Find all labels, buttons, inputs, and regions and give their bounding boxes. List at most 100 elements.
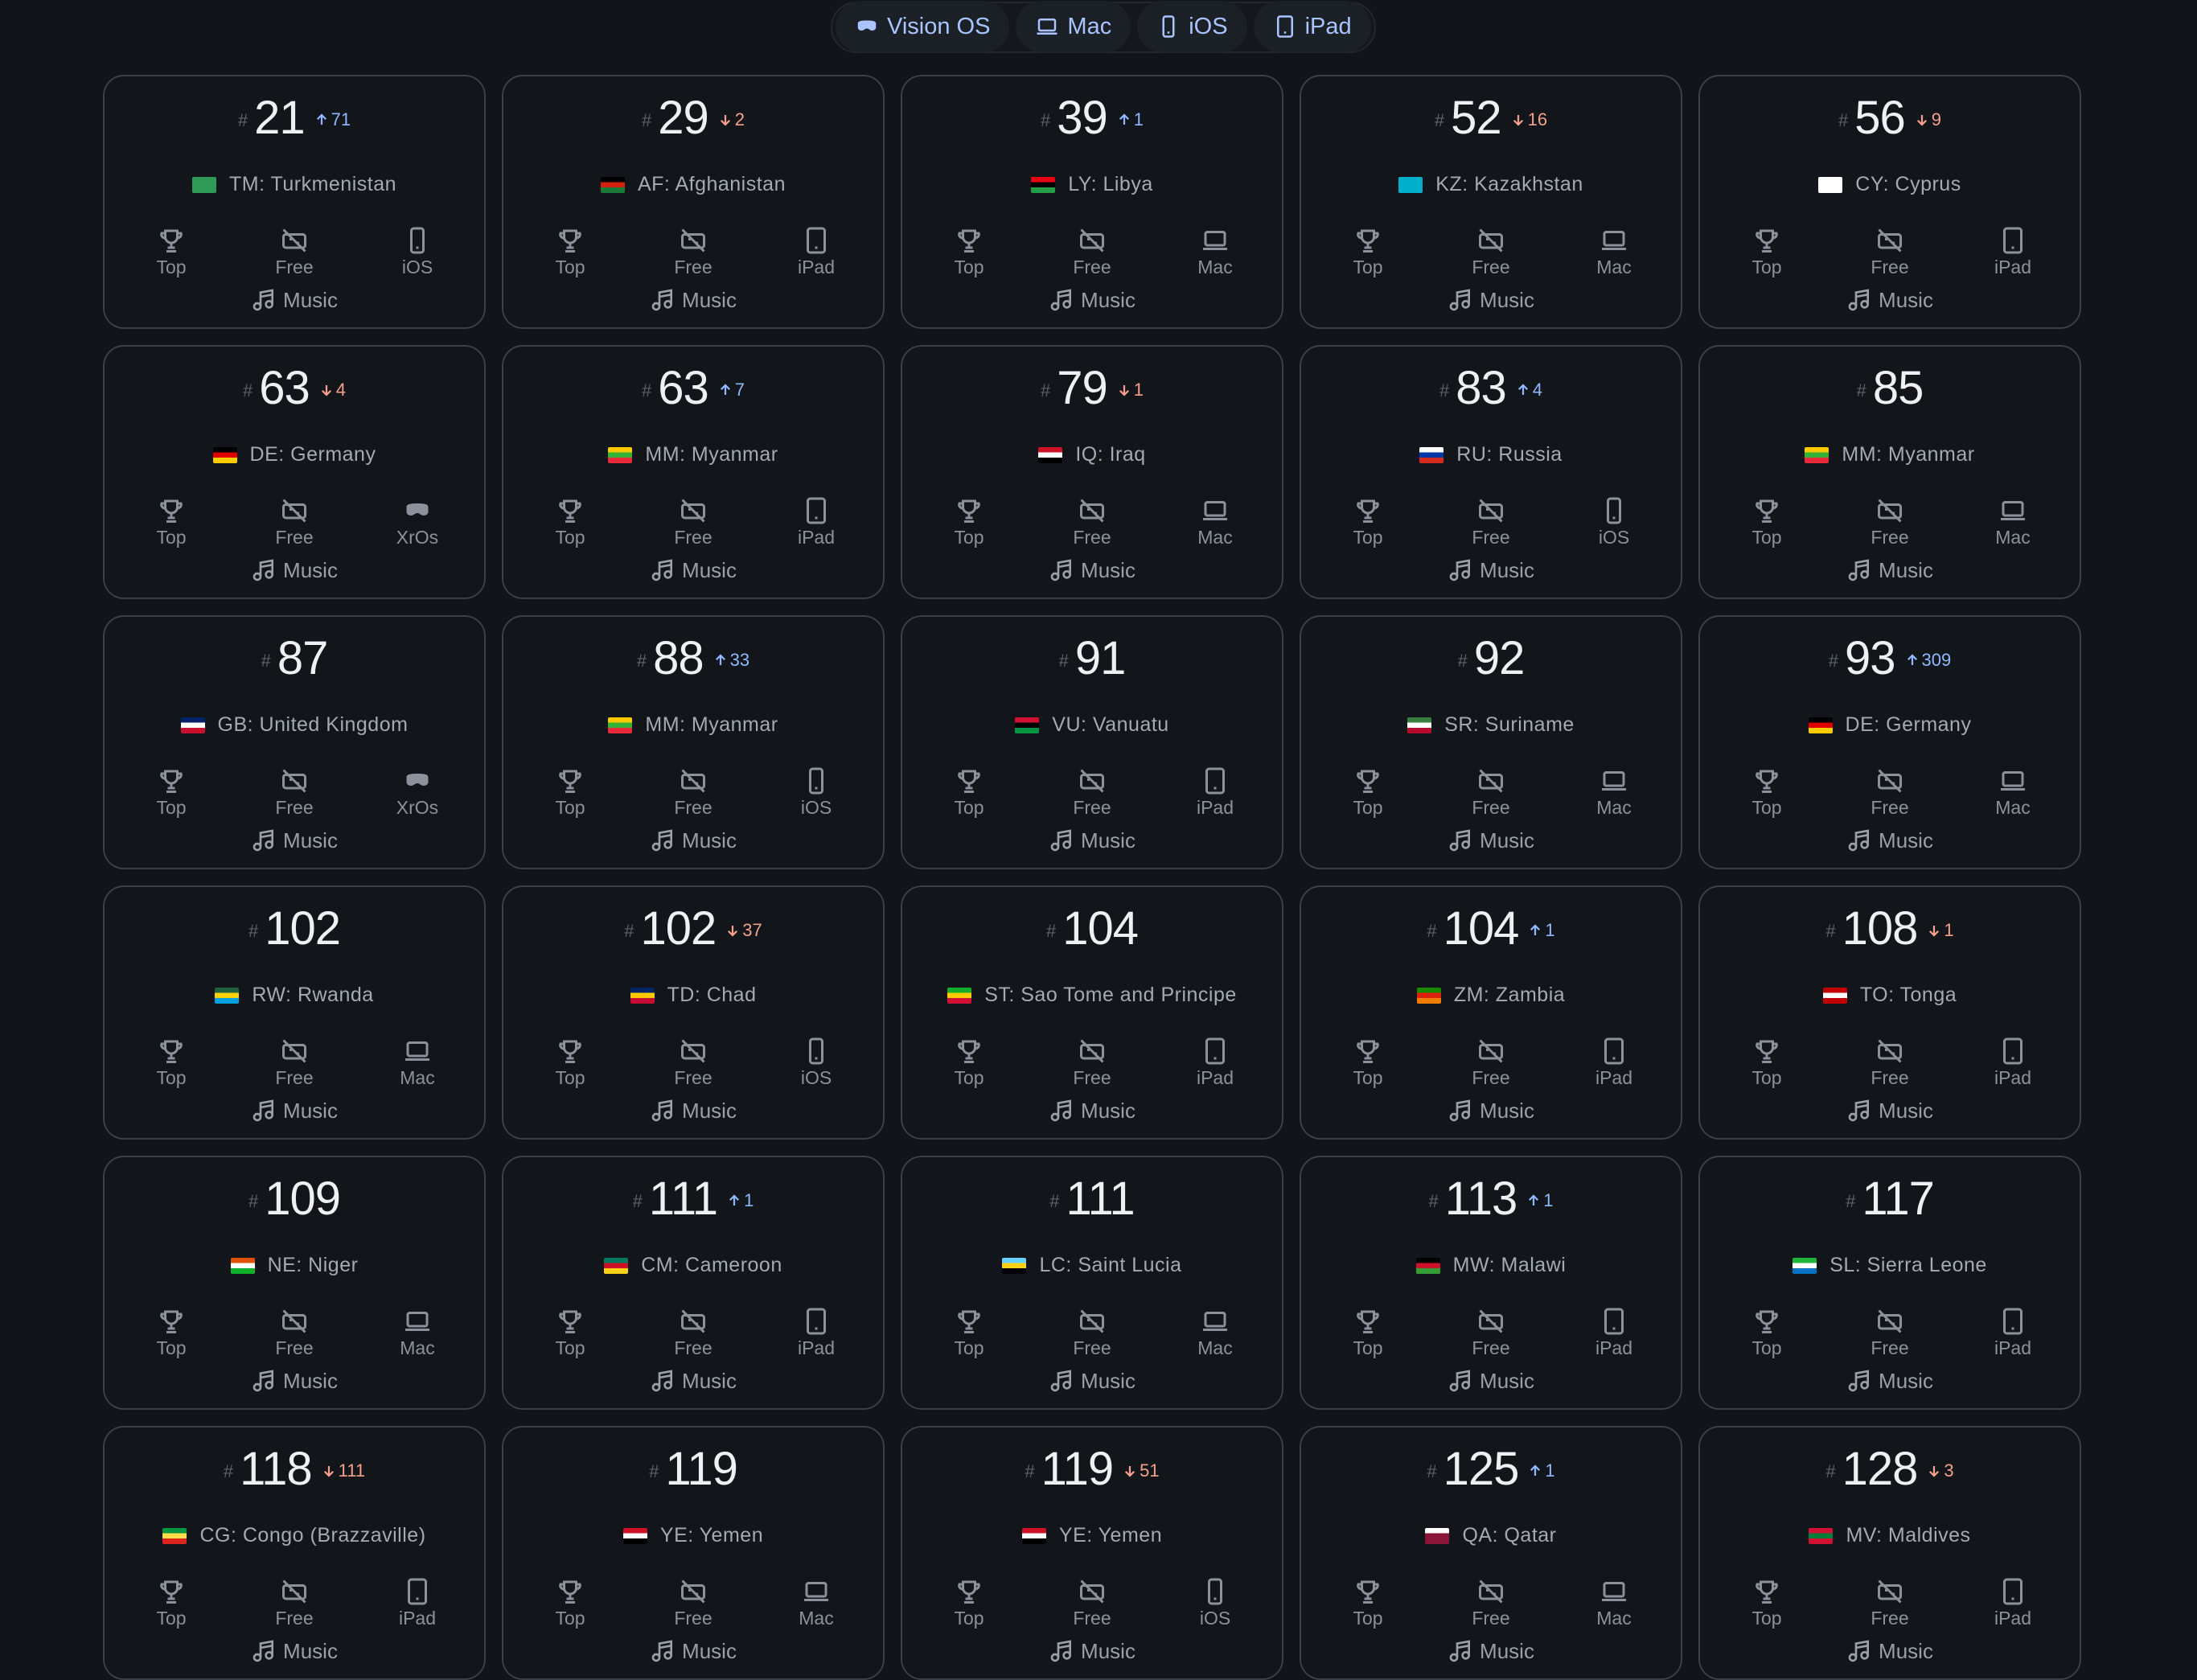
rank-change-value: 1 [1133, 109, 1144, 129]
ranking-card[interactable]: #109 NE: Niger Top Free Mac Music [103, 1156, 486, 1410]
music-icon [251, 828, 277, 853]
rank-change: 9 [1915, 109, 1941, 130]
rank-change-value: 309 [1921, 649, 1952, 670]
ranking-card[interactable]: #87 GB: United Kingdom Top Free XrOs Music [103, 615, 486, 869]
laptop-icon [403, 1307, 432, 1337]
top-chart-badge: Top [1731, 766, 1803, 819]
free-icon [679, 766, 708, 797]
top-chart-badge: Top [1332, 1037, 1404, 1089]
ranking-card[interactable]: #125 1 QA: Qatar Top Free Mac Music [1300, 1426, 1682, 1680]
rank-number: 29 [658, 92, 709, 144]
ranking-card[interactable]: #21 71 TM: Turkmenistan Top Free iOS Music [103, 75, 486, 329]
ranking-card[interactable]: #119 YE: Yemen Top Free Mac Music [502, 1426, 885, 1680]
filter-tab-mac[interactable]: Mac [1016, 1, 1131, 52]
category-label: Music [1081, 1638, 1135, 1663]
ranking-card[interactable]: #88 33 MM: Myanmar Top Free iOS Music [502, 615, 885, 869]
hash-symbol: # [237, 109, 248, 130]
ranking-card[interactable]: #63 4 DE: Germany Top Free XrOs Music [103, 345, 486, 599]
trophy-icon [1353, 766, 1382, 797]
free-badge: Free [1854, 1307, 1926, 1359]
country-label: CG: Congo (Brazzaville) [199, 1524, 426, 1547]
country-flag [1793, 1257, 1817, 1274]
trophy-icon [157, 496, 186, 527]
phone-icon [802, 1037, 831, 1067]
free-badge-label: Free [674, 1337, 712, 1358]
music-icon [251, 1098, 277, 1123]
free-badge: Free [258, 496, 331, 548]
phone-icon [1156, 14, 1181, 39]
category-label: Music [1480, 1098, 1534, 1123]
country-row: RW: Rwanda [105, 984, 484, 1007]
ranking-card[interactable]: #108 1 TO: Tonga Top Free iPad Music [1698, 885, 2081, 1140]
laptop-icon [802, 1577, 831, 1608]
country-row: RU: Russia [1301, 443, 1681, 466]
ranking-card[interactable]: #111 1 CM: Cameroon Top Free iPad Music [502, 1156, 885, 1410]
chart-type-row: Top Free iPad [1731, 1307, 2049, 1359]
rank-number: 119 [1041, 1443, 1114, 1495]
hash-symbol: # [1045, 920, 1057, 941]
ranking-card[interactable]: #29 2 AF: Afghanistan Top Free iPad Music [502, 75, 885, 329]
free-icon [1476, 1037, 1505, 1067]
filter-tab-vision-os[interactable]: Vision OS [836, 1, 1010, 52]
ranking-card[interactable]: #63 7 MM: Myanmar Top Free iPad Music [502, 345, 885, 599]
ranking-card[interactable]: #111 LC: Saint Lucia Top Free Mac Music [901, 1156, 1283, 1410]
music-icon [1049, 557, 1074, 583]
filter-tab-ios[interactable]: iOS [1137, 1, 1247, 52]
ranking-card[interactable]: #119 51 YE: Yemen Top Free iOS Music [901, 1426, 1283, 1680]
country-row: CY: Cyprus [1700, 173, 2080, 196]
free-badge: Free [1056, 766, 1128, 819]
rank-row: #117 [1700, 1172, 2080, 1226]
free-icon [280, 226, 309, 257]
ranking-card[interactable]: #113 1 MW: Malawi Top Free iPad Music [1300, 1156, 1682, 1410]
free-badge: Free [1455, 1307, 1527, 1359]
country-label: ST: Sao Tome and Principe [984, 984, 1237, 1006]
category-row: Music [105, 1098, 484, 1123]
ranking-card[interactable]: #128 3 MV: Maldives Top Free iPad Music [1698, 1426, 2081, 1680]
ranking-card[interactable]: #52 16 KZ: Kazakhstan Top Free Mac Music [1300, 75, 1682, 329]
ranking-card[interactable]: #104 1 ZM: Zambia Top Free iPad Music [1300, 885, 1682, 1140]
music-icon [1448, 287, 1473, 313]
music-icon [1448, 557, 1473, 583]
hash-symbol: # [248, 1190, 259, 1211]
category-label: Music [1879, 1368, 1933, 1393]
tablet-icon [1998, 1307, 2027, 1337]
rank-row: #119 [503, 1442, 883, 1496]
ranking-card[interactable]: #56 9 CY: Cyprus Top Free iPad Music [1698, 75, 2081, 329]
category-row: Music [105, 1638, 484, 1664]
ranking-card[interactable]: #39 1 LY: Libya Top Free Mac Music [901, 75, 1283, 329]
ranking-card[interactable]: #91 VU: Vanuatu Top Free iPad Music [901, 615, 1283, 869]
filter-tab-ipad[interactable]: iPad [1253, 1, 1371, 52]
free-badge: Free [1056, 496, 1128, 548]
ranking-card[interactable]: #117 SL: Sierra Leone Top Free iPad Music [1698, 1156, 2081, 1410]
device-badge: Mac [381, 1037, 454, 1089]
ranking-card[interactable]: #92 SR: Suriname Top Free Mac Music [1300, 615, 1682, 869]
ranking-card[interactable]: #102 37 TD: Chad Top Free iOS Music [502, 885, 885, 1140]
top-chart-badge: Top [1332, 766, 1404, 819]
device-badge: iOS [1578, 496, 1650, 548]
device-badge: Mac [1179, 1307, 1251, 1359]
ranking-card[interactable]: #118 111 CG: Congo (Brazzaville) Top Free iPa… [103, 1426, 486, 1680]
free-badge: Free [657, 1307, 729, 1359]
rank-change-value: 16 [1527, 109, 1548, 129]
ranking-card[interactable]: #102 RW: Rwanda Top Free Mac Music [103, 885, 486, 1140]
category-label: Music [1480, 1368, 1534, 1393]
rank-change: 1 [1927, 920, 1954, 941]
trophy-icon [556, 766, 585, 797]
chart-type-row: Top Free iPad [534, 496, 852, 548]
rank-row: #21 71 [105, 91, 484, 145]
device-badge-label: Mac [799, 1608, 834, 1629]
free-badge: Free [1056, 1577, 1128, 1629]
ranking-card[interactable]: #93 309 DE: Germany Top Free Mac Music [1698, 615, 2081, 869]
category-label: Music [1879, 287, 1933, 312]
country-label: YE: Yemen [1058, 1524, 1163, 1547]
ranking-card[interactable]: #83 4 RU: Russia Top Free iOS Music [1300, 345, 1682, 599]
ranking-card[interactable]: #79 1 IQ: Iraq Top Free Mac Music [901, 345, 1283, 599]
rank-row: #39 1 [902, 91, 1282, 145]
ranking-card[interactable]: #85 MM: Myanmar Top Free Mac Music [1698, 345, 2081, 599]
top-chart-badge: Top [1332, 226, 1404, 278]
arrow-down-icon [1511, 113, 1526, 127]
rank-number: 104 [1062, 902, 1139, 955]
free-badge-label: Free [674, 797, 712, 818]
rank-row: #92 [1301, 631, 1681, 685]
ranking-card[interactable]: #104 ST: Sao Tome and Principe Top Free iPad… [901, 885, 1283, 1140]
